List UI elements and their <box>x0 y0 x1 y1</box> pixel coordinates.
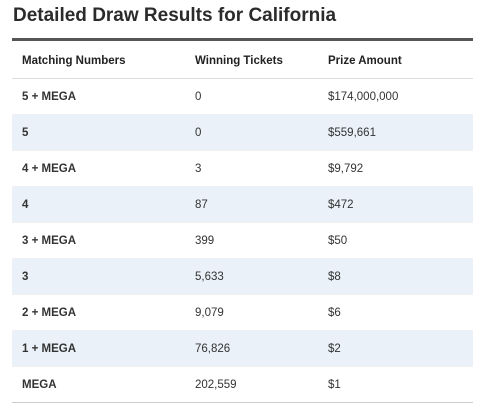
winning-tickets-cell: 5,633 <box>195 271 224 283</box>
matching-numbers-cell: 2 + MEGA <box>22 307 77 319</box>
page-title: Detailed Draw Results for California <box>13 5 337 26</box>
table-row: 1 + MEGA 76,826 $2 <box>12 331 473 367</box>
matching-numbers-cell: 3 <box>22 271 29 283</box>
table-row: MEGA 202,559 $1 <box>12 367 473 403</box>
matching-numbers-cell: 5 <box>22 127 29 139</box>
table-row: 4 87 $472 <box>12 187 473 223</box>
winning-tickets-cell: 202,559 <box>195 379 237 391</box>
prize-amount-cell: $559,661 <box>328 127 376 139</box>
column-header-matching-numbers: Matching Numbers <box>22 55 126 67</box>
table-row: 5 0 $559,661 <box>12 115 473 151</box>
matching-numbers-cell: 1 + MEGA <box>22 343 77 355</box>
prize-amount-cell: $9,792 <box>328 163 364 175</box>
prize-amount-cell: $8 <box>328 271 341 283</box>
prize-amount-cell: $472 <box>328 199 354 211</box>
column-header-winning-tickets: Winning Tickets <box>195 55 283 67</box>
matching-numbers-cell: 4 <box>22 199 29 211</box>
prize-amount-cell: $2 <box>328 343 341 355</box>
table-row: 5 + MEGA 0 $174,000,000 <box>12 79 473 115</box>
matching-numbers-cell: 5 + MEGA <box>22 91 77 103</box>
table-row: 2 + MEGA 9,079 $6 <box>12 295 473 331</box>
table-row: 3 + MEGA 399 $50 <box>12 223 473 259</box>
table-row: 4 + MEGA 3 $9,792 <box>12 151 473 187</box>
winning-tickets-cell: 399 <box>195 235 215 247</box>
prize-amount-cell: $1 <box>328 379 341 391</box>
column-header-prize-amount: Prize Amount <box>328 55 402 67</box>
prize-amount-cell: $50 <box>328 235 348 247</box>
winning-tickets-cell: 9,079 <box>195 307 224 319</box>
winning-tickets-cell: 87 <box>195 199 208 211</box>
prize-amount-cell: $174,000,000 <box>328 91 399 103</box>
table-header-row: Matching Numbers Winning Tickets Prize A… <box>12 41 473 79</box>
draw-results-table: Matching Numbers Winning Tickets Prize A… <box>12 38 473 403</box>
winning-tickets-cell: 0 <box>195 127 202 139</box>
prize-amount-cell: $6 <box>328 307 341 319</box>
winning-tickets-cell: 0 <box>195 91 202 103</box>
matching-numbers-cell: 3 + MEGA <box>22 235 77 247</box>
winning-tickets-cell: 76,826 <box>195 343 231 355</box>
matching-numbers-cell: 4 + MEGA <box>22 163 77 175</box>
table-row: 3 5,633 $8 <box>12 259 473 295</box>
winning-tickets-cell: 3 <box>195 163 202 175</box>
matching-numbers-cell: MEGA <box>22 379 57 391</box>
